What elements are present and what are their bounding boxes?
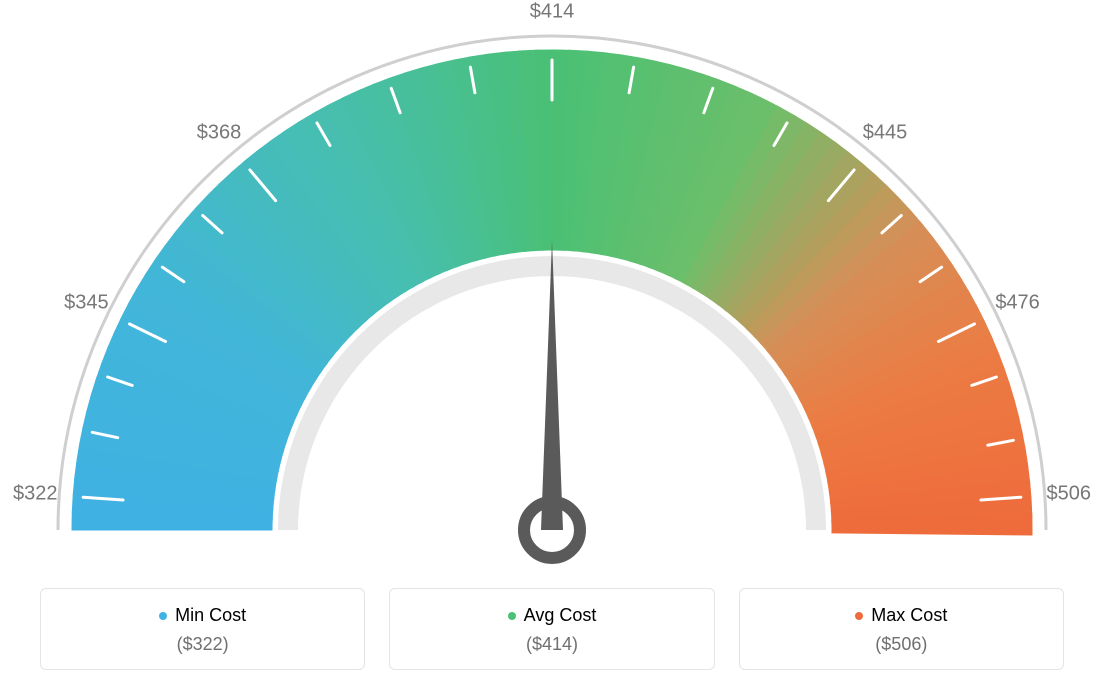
legend-max-title: Max Cost — [855, 605, 947, 626]
legend-avg-value: ($414) — [402, 634, 701, 655]
cost-gauge-chart: $322 $345 $368 $414 $445 $476 $506 — [0, 0, 1104, 570]
legend-min-dot — [159, 612, 167, 620]
gauge-tick-label: $476 — [995, 291, 1040, 314]
legend-avg-card: Avg Cost ($414) — [389, 588, 714, 670]
legend-max-label: Max Cost — [871, 605, 947, 626]
gauge-tick-label: $414 — [530, 1, 575, 24]
legend-max-dot — [855, 612, 863, 620]
legend-row: Min Cost ($322) Avg Cost ($414) Max Cost… — [40, 588, 1064, 670]
legend-min-card: Min Cost ($322) — [40, 588, 365, 670]
gauge-tick-label: $445 — [863, 122, 908, 145]
legend-min-value: ($322) — [53, 634, 352, 655]
gauge-tick-label: $368 — [197, 122, 242, 145]
legend-max-card: Max Cost ($506) — [739, 588, 1064, 670]
legend-max-value: ($506) — [752, 634, 1051, 655]
gauge-tick-label: $506 — [1046, 482, 1091, 505]
legend-avg-title: Avg Cost — [508, 605, 597, 626]
legend-min-label: Min Cost — [175, 605, 246, 626]
legend-min-title: Min Cost — [159, 605, 246, 626]
legend-avg-dot — [508, 612, 516, 620]
gauge-tick-label: $322 — [13, 482, 58, 505]
gauge-tick-label: $345 — [64, 291, 109, 314]
legend-avg-label: Avg Cost — [524, 605, 597, 626]
